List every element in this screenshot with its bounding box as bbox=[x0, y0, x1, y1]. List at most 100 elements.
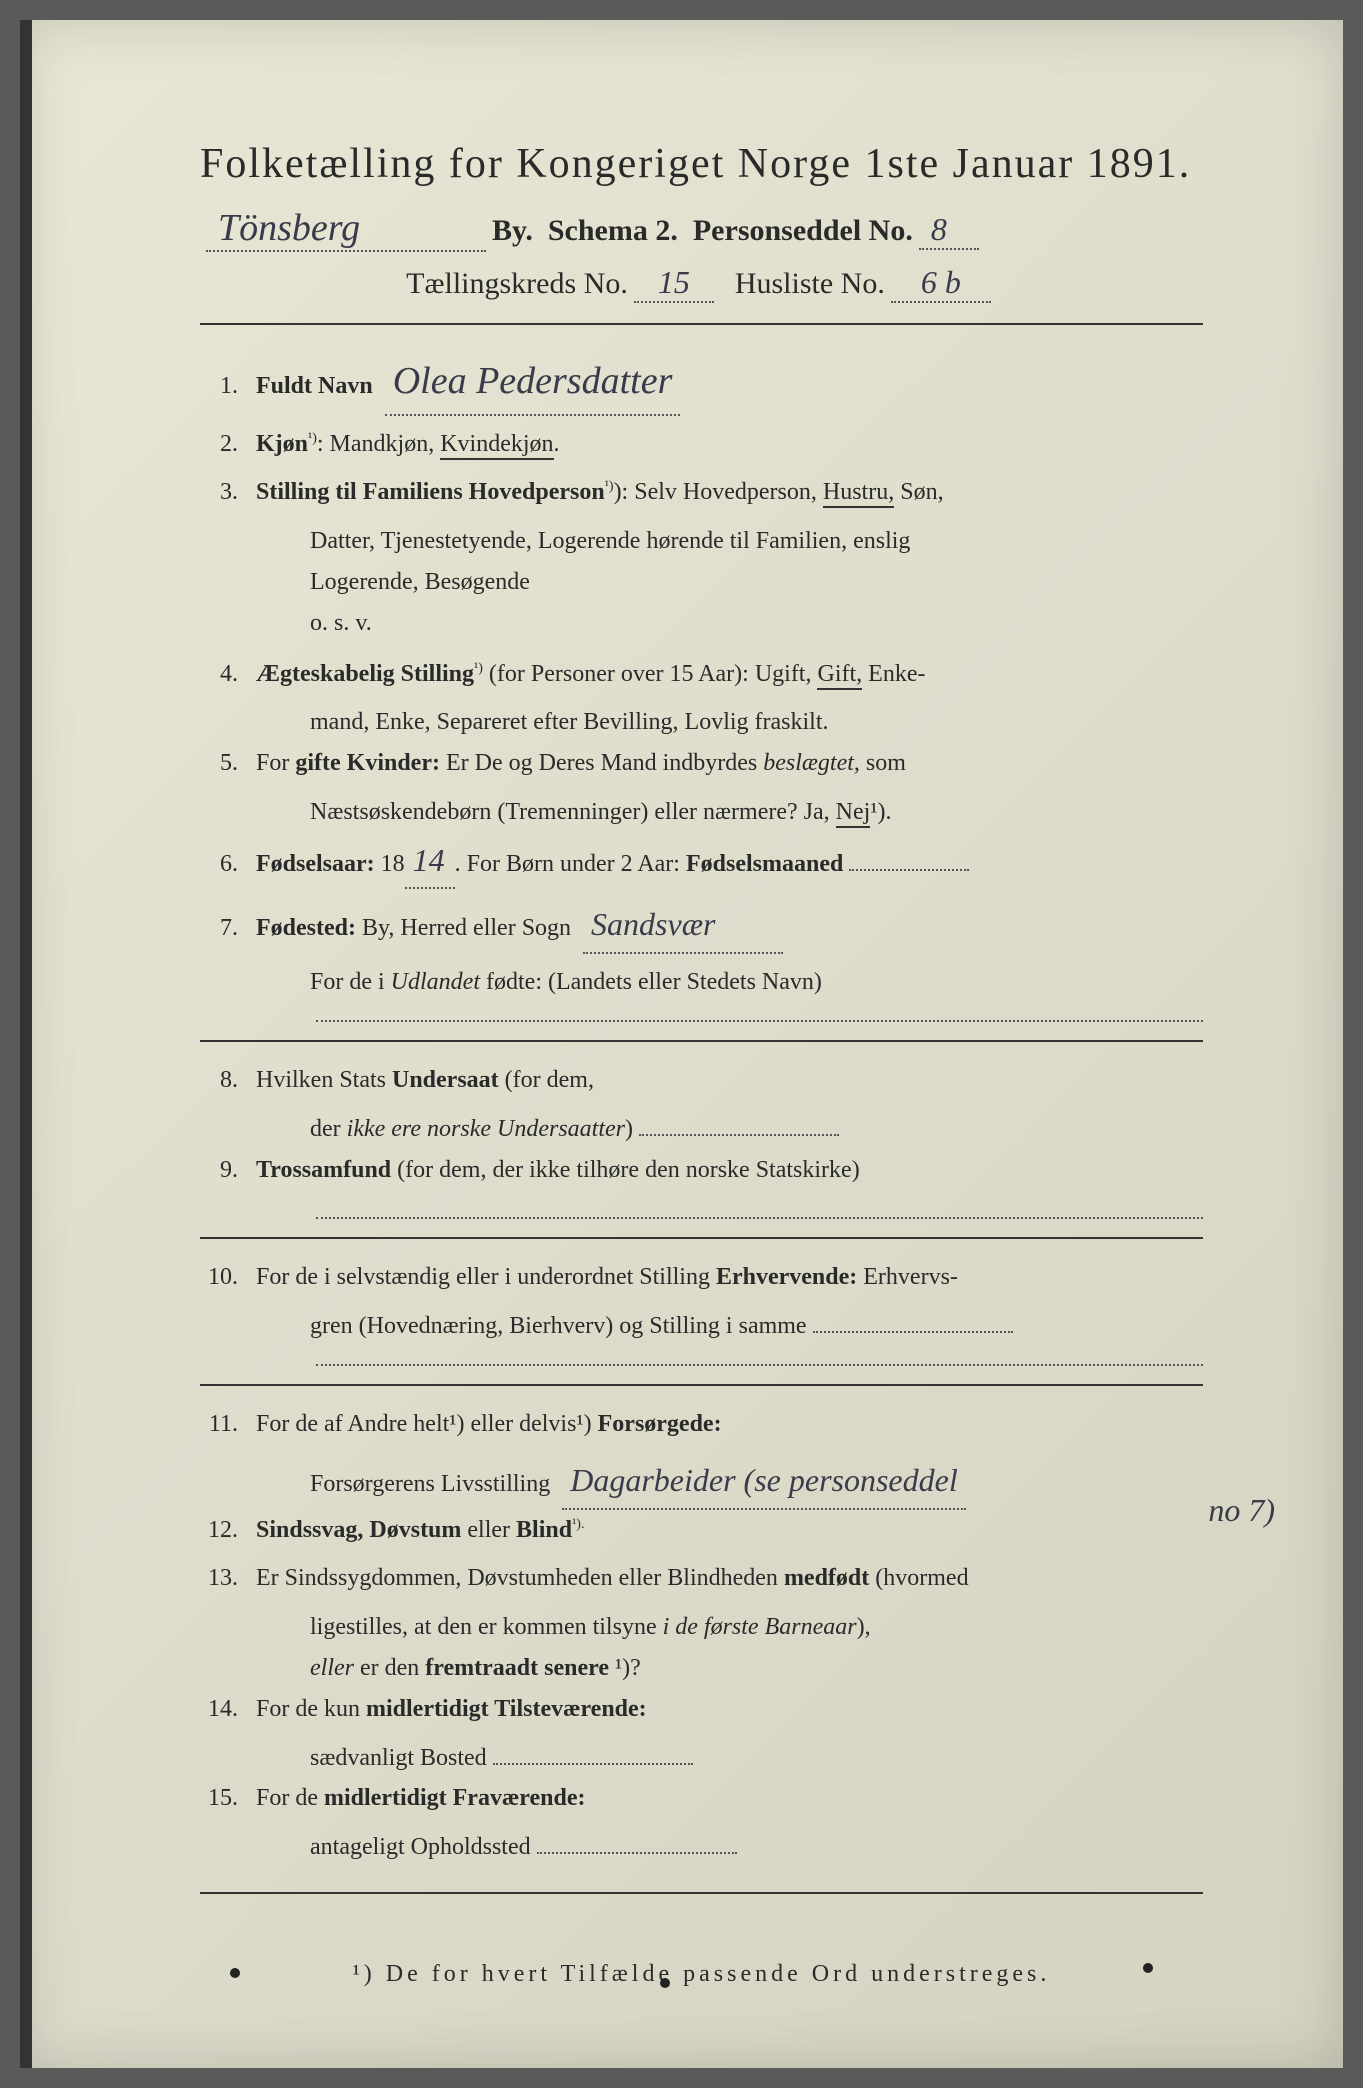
f10-t2: Erhvervs- bbox=[857, 1264, 958, 1290]
f8-l2b: ) bbox=[625, 1116, 633, 1142]
f7-l2a: For de i bbox=[310, 969, 391, 995]
f8-t1: Hvilken Stats bbox=[256, 1067, 392, 1093]
birthplace-value: Sandsvær bbox=[583, 897, 723, 951]
tellingskreds-label: Tællingskreds No. bbox=[406, 267, 628, 301]
num-5: 5. bbox=[200, 743, 256, 784]
f9-blank-line bbox=[316, 1199, 1203, 1219]
f13-l2a: ligestilles, at den er kommen tilsyne bbox=[310, 1614, 663, 1640]
f5-l2b: ¹). bbox=[870, 799, 891, 825]
tail-2: . bbox=[554, 431, 560, 457]
header-title: Folketælling for Kongeriget Norge 1ste J… bbox=[200, 140, 1203, 188]
f10-t1: For de i selvstændig eller i underordnet… bbox=[256, 1264, 716, 1290]
field-1: 1. Fuldt Navn Olea Pedersdatter bbox=[200, 349, 1203, 416]
tellingskreds-field: 15 bbox=[634, 264, 714, 303]
f10-blank bbox=[813, 1331, 1013, 1333]
label-7: Fødested: bbox=[256, 915, 356, 941]
husliste-label: Husliste No. bbox=[735, 267, 885, 301]
f7-t: By, Herred eller Sogn bbox=[356, 915, 571, 941]
f8-t2: (for dem, bbox=[499, 1067, 594, 1093]
f13-t2: (hvormed bbox=[869, 1565, 968, 1591]
f14-l2: sædvanligt Bosted bbox=[310, 1745, 487, 1771]
f15-blank bbox=[537, 1852, 737, 1854]
f15-l2: antageligt Opholdssted bbox=[310, 1834, 531, 1860]
name-field: Olea Pedersdatter bbox=[385, 349, 681, 416]
f5-l: For bbox=[256, 750, 295, 776]
field-7: 7. Fødested: By, Herred eller Sogn Sands… bbox=[200, 897, 1203, 953]
f7-blank-line bbox=[316, 1002, 1203, 1022]
note-3: ¹) bbox=[605, 479, 614, 494]
f5-t1: Er De og Deres Mand indbyrdes bbox=[440, 750, 763, 776]
f8-line2: der ikke ere norske Undersaatter) bbox=[310, 1109, 1203, 1150]
f4-o1: Ugift, bbox=[755, 661, 818, 687]
schema-label: Schema 2. bbox=[548, 214, 678, 248]
num-4: 4. bbox=[200, 654, 256, 695]
f4-paren: (for Personer over 15 Aar): bbox=[483, 661, 755, 687]
personseddel-label: Personseddel No. bbox=[693, 214, 913, 248]
f12-n: ¹). bbox=[572, 1517, 584, 1532]
num-15: 15. bbox=[200, 1778, 256, 1819]
f4-line2: mand, Enke, Separeret efter Bevilling, L… bbox=[310, 702, 1203, 743]
field-10: 10. For de i selvstændig eller i underor… bbox=[200, 1257, 1203, 1298]
f12-t: eller bbox=[461, 1517, 516, 1543]
f7-l2b: fødte: (Landets eller Stedets Navn) bbox=[480, 969, 822, 995]
tellingskreds-no: 15 bbox=[650, 264, 698, 301]
ink-spot bbox=[230, 1968, 240, 1978]
f13-l3c: ¹)? bbox=[609, 1655, 641, 1681]
f14-blank bbox=[493, 1763, 693, 1765]
field-5: 5. For gifte Kvinder: Er De og Deres Man… bbox=[200, 743, 1203, 784]
num-11: 11. bbox=[200, 1404, 256, 1445]
f10-b: Erhvervende: bbox=[716, 1264, 857, 1290]
city-handwritten: Tönsberg bbox=[210, 206, 368, 250]
field-2: 2. Kjøn¹): Mandkjøn, Kvindekjøn. bbox=[200, 424, 1203, 465]
census-form-page: Folketælling for Kongeriget Norge 1ste J… bbox=[20, 20, 1343, 2068]
f13-line2: ligestilles, at den er kommen tilsyne i … bbox=[310, 1607, 1203, 1648]
f5-i1: beslægtet, bbox=[763, 750, 860, 776]
num-7: 7. bbox=[200, 908, 256, 949]
f15-t1: For de bbox=[256, 1785, 324, 1811]
header-line-3: Tællingskreds No. 15 Husliste No. 6 b bbox=[200, 264, 1203, 303]
f7-line2: For de i Udlandet fødte: (Landets eller … bbox=[310, 962, 1203, 1003]
name-value: Olea Pedersdatter bbox=[385, 349, 681, 414]
num-9: 9. bbox=[200, 1150, 256, 1191]
f7-i: Udlandet bbox=[391, 969, 480, 995]
num-13: 13. bbox=[200, 1558, 256, 1599]
f3-l1a: Selv Hovedperson, bbox=[634, 479, 823, 505]
label-6: Fødselsaar: bbox=[256, 851, 375, 877]
num-10: 10. bbox=[200, 1257, 256, 1298]
f3-line4: o. s. v. bbox=[310, 603, 1203, 644]
f10-blank2 bbox=[310, 1346, 1203, 1366]
form-header: Folketælling for Kongeriget Norge 1ste J… bbox=[200, 140, 1203, 303]
form-body: 1. Fuldt Navn Olea Pedersdatter 2. Kjøn¹… bbox=[200, 349, 1203, 1995]
f5-b: gifte Kvinder: bbox=[295, 750, 440, 776]
f15-line2: antageligt Opholdssted bbox=[310, 1827, 1203, 1868]
f10-line2: gren (Hovednæring, Bierhverv) og Stillin… bbox=[310, 1306, 1203, 1347]
field-11: 11. For de af Andre helt¹) eller delvis¹… bbox=[200, 1404, 1203, 1445]
rule-bottom bbox=[200, 1892, 1203, 1894]
f6-pre: 18 bbox=[375, 851, 405, 877]
f3-line2: Datter, Tjenestetyende, Logerende hørend… bbox=[310, 521, 1203, 562]
birthplace-field: Sandsvær bbox=[583, 897, 783, 953]
label-1: Fuldt Navn bbox=[256, 373, 373, 399]
f12-b: Sindssvag, Døvstum bbox=[256, 1517, 461, 1543]
f13-t1: Er Sindssygdommen, Døvstumheden eller Bl… bbox=[256, 1565, 784, 1591]
f8-blank bbox=[639, 1134, 839, 1136]
f6-tail: . For Børn under 2 Aar: bbox=[455, 851, 686, 877]
f14-b: midlertidigt Tilsteværende: bbox=[366, 1696, 647, 1722]
field-4: 4. Ægteskabelig Stilling¹) (for Personer… bbox=[200, 654, 1203, 695]
f3-l1b: Søn, bbox=[894, 479, 943, 505]
selected-2: Kvindekjøn bbox=[440, 431, 553, 460]
header-line-2: Tönsberg By. Schema 2. Personseddel No. … bbox=[200, 206, 1203, 252]
f6-b2: Fødselsmaaned bbox=[686, 851, 843, 877]
f9-t: (for dem, der ikke tilhøre den norske St… bbox=[391, 1157, 860, 1183]
note-4: ¹) bbox=[474, 661, 483, 676]
num-14: 14. bbox=[200, 1689, 256, 1730]
f4-sel: Gift, bbox=[817, 661, 862, 690]
f3-line3: Logerende, Besøgende bbox=[310, 562, 1203, 603]
f10-blank-line bbox=[316, 1346, 1203, 1366]
f3-sel: Hustru, bbox=[823, 479, 894, 508]
num-1: 1. bbox=[200, 366, 256, 407]
field-14: 14. For de kun midlertidigt Tilsteværend… bbox=[200, 1689, 1203, 1730]
rule-mid1 bbox=[200, 1040, 1203, 1042]
label-2: Kjøn bbox=[256, 431, 308, 457]
f11-t1: For de af Andre helt¹) eller delvis¹) bbox=[256, 1411, 598, 1437]
